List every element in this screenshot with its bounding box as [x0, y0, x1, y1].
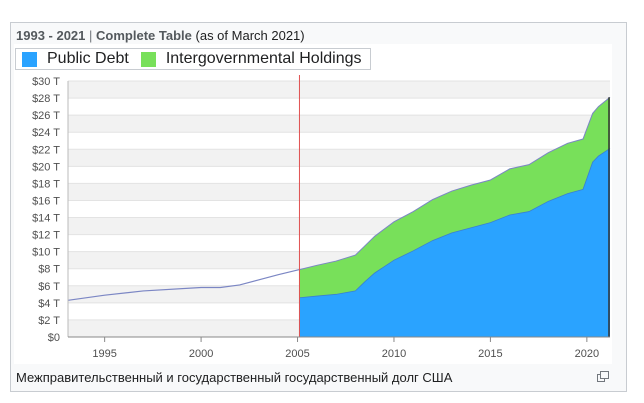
x-tick-label: 2020 — [575, 348, 599, 360]
complete-table-link[interactable]: Complete Table — [96, 28, 192, 43]
line-total-debt-pre2005 — [67, 269, 300, 301]
y-tick-label: $30 T — [32, 76, 60, 88]
y-tick-label: $4 T — [38, 298, 60, 310]
x-tick-label: 2005 — [285, 348, 309, 360]
heading-separator: | — [89, 28, 93, 43]
grid-band — [68, 81, 610, 99]
legend-label-public-debt: Public Debt — [47, 50, 129, 67]
y-tick-label: $16 T — [32, 195, 60, 207]
x-tick-label: 2015 — [478, 348, 502, 360]
y-tick-label: $28 T — [32, 93, 60, 105]
y-tick-label: $26 T — [32, 110, 60, 122]
y-tick-label: $20 T — [32, 161, 60, 173]
legend-swatch-intergovernmental — [140, 51, 156, 67]
chart-legend: Public Debt Intergovernmental Holdings — [15, 48, 371, 70]
chart-caption: Межправительственный и государственный г… — [16, 370, 453, 385]
grid-band — [68, 115, 610, 133]
x-tick-label: 2010 — [382, 348, 406, 360]
line-total-debt — [299, 96, 611, 271]
y-tick-label: $24 T — [32, 127, 60, 139]
x-tick-label: 2000 — [189, 348, 213, 360]
line-public-debt — [299, 148, 611, 299]
grid-band — [68, 149, 610, 167]
y-tick-label: $10 T — [32, 247, 60, 259]
y-tick-label: $12 T — [32, 230, 60, 242]
legend-label-intergovernmental: Intergovernmental Holdings — [165, 50, 362, 67]
legend-item-public-debt[interactable]: Public Debt — [16, 50, 129, 68]
area-public-debt — [299, 148, 610, 337]
debt-area-chart: $0 $2 T $4 T $6 T $8 T $10 T $12 T $14 T $16 T $1… — [32, 75, 611, 360]
y-tick-label: $6 T — [38, 281, 60, 293]
y-tick-label: $2 T — [38, 315, 60, 327]
y-tick-label: $8 T — [38, 264, 60, 276]
y-tick-label: $22 T — [32, 144, 60, 156]
legend-swatch-public-debt — [22, 51, 37, 67]
chart-heading: 1993 - 2021 | Complete Table (as of Marc… — [16, 28, 305, 43]
y-tick-label: $18 T — [32, 178, 60, 190]
heading-range: 1993 - 2021 — [16, 28, 86, 43]
heading-as-of: (as of March 2021) — [195, 28, 305, 43]
y-tick-label: $14 T — [32, 213, 60, 225]
area-intergovernmental-holdings — [299, 97, 610, 298]
y-tick-label: $0 — [48, 332, 60, 344]
x-tick-label: 1995 — [92, 348, 116, 360]
expand-icon[interactable] — [597, 371, 609, 382]
legend-item-intergovernmental[interactable]: Intergovernmental Holdings — [135, 50, 362, 68]
